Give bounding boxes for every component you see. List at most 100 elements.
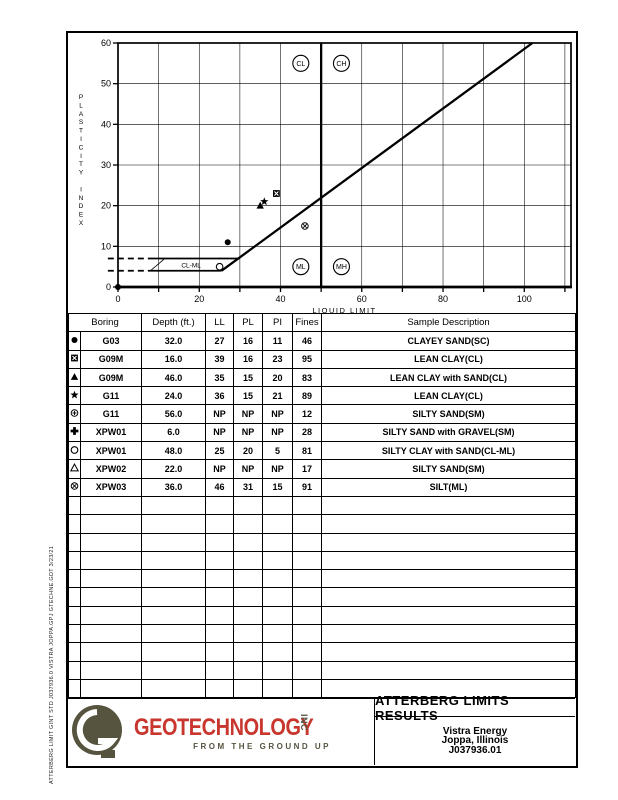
cell-pl: NP bbox=[233, 404, 263, 424]
cell-depth: 56.0 bbox=[141, 404, 206, 424]
cell-boring: G09M bbox=[80, 349, 142, 369]
cell-depth: 6.0 bbox=[141, 422, 206, 443]
svg-text:C: C bbox=[79, 144, 84, 151]
file-stamp-text: ATTERBERG LIMIT GINT STD J037936.0 VISTR… bbox=[49, 545, 55, 784]
cell-ll: NP bbox=[205, 422, 234, 443]
cell-fines: 83 bbox=[292, 367, 322, 388]
symbol-cell bbox=[68, 477, 81, 497]
results-table: Boring Depth (ft.) LL PL PI Fines Sample Descr… bbox=[68, 312, 576, 699]
svg-text:0: 0 bbox=[115, 294, 120, 304]
table-header-row: Boring Depth (ft.) LL PL PI Fines Sample Descr… bbox=[68, 312, 576, 333]
svg-text:80: 80 bbox=[438, 294, 448, 304]
cell-description: LEAN CLAY(CL) bbox=[321, 386, 576, 406]
cell-pl: 15 bbox=[233, 367, 263, 388]
cell-boring: XPW03 bbox=[80, 477, 142, 497]
cell-fines: 28 bbox=[292, 422, 322, 443]
x-axis-label: LIQUID LIMIT bbox=[312, 306, 376, 313]
svg-text:A: A bbox=[79, 111, 84, 118]
svg-text:60: 60 bbox=[101, 38, 111, 48]
project-number: J037936.01 bbox=[448, 744, 502, 756]
svg-text:CH: CH bbox=[336, 61, 346, 68]
cell-fines: 95 bbox=[292, 349, 322, 369]
cell-ll: 27 bbox=[205, 331, 234, 351]
cell-boring: G09M bbox=[80, 367, 142, 388]
a-line bbox=[220, 42, 534, 272]
plasticity-chart: 0 20 40 60 80 100 0 10 20 30 40 50 60 LIQUID LIMIT P L A… bbox=[68, 33, 575, 315]
symbol-cell bbox=[68, 441, 81, 461]
cell-pi: 23 bbox=[262, 349, 293, 369]
cell-pl: 16 bbox=[233, 349, 263, 369]
cell-pi: 21 bbox=[262, 386, 293, 406]
title-cell: ATTERBERG LIMITS RESULTS Vistra Energy J… bbox=[375, 693, 575, 765]
cell-pl: NP bbox=[233, 459, 263, 479]
client-name: Vistra Energy bbox=[442, 725, 508, 737]
cell-pl: 15 bbox=[233, 386, 263, 406]
empty-row bbox=[68, 642, 576, 662]
cell-pi: 5 bbox=[262, 441, 293, 461]
cell-pi: NP bbox=[262, 404, 293, 424]
svg-text:T: T bbox=[79, 161, 83, 168]
table-row: G09M 16.0 39 16 23 95 LEAN CLAY(CL) bbox=[68, 349, 576, 369]
cell-pl: NP bbox=[233, 422, 263, 443]
cell-description: SILTY SAND with GRAVEL(SM) bbox=[321, 422, 576, 443]
header-3: PI bbox=[262, 312, 293, 333]
empty-row bbox=[68, 678, 576, 699]
project-location: Joppa, Illinois bbox=[441, 735, 509, 747]
cell-fines: 91 bbox=[292, 477, 322, 497]
zone-labels: CL CH ML MH bbox=[292, 54, 351, 276]
empty-row bbox=[68, 532, 576, 552]
header-0: Depth (ft.) bbox=[141, 312, 206, 333]
open-triangle-symbol bbox=[69, 463, 80, 472]
svg-text:MH: MH bbox=[336, 264, 347, 271]
cell-fines: 12 bbox=[292, 404, 322, 424]
cell-description: SILTY CLAY with SAND(CL-ML) bbox=[321, 441, 576, 461]
logo-inc-text: INC bbox=[299, 714, 309, 731]
y-ticks bbox=[113, 42, 118, 288]
cell-fines: 46 bbox=[292, 331, 322, 351]
symbol-cell bbox=[68, 349, 81, 369]
svg-text:I: I bbox=[80, 153, 82, 160]
cell-pl: 16 bbox=[233, 331, 263, 351]
cell-pi: 15 bbox=[262, 477, 293, 497]
cell-boring: XPW02 bbox=[80, 459, 142, 479]
svg-text:I: I bbox=[80, 186, 82, 193]
open-circle-symbol bbox=[215, 262, 224, 271]
table-row: G11 24.0 36 15 21 89 LEAN CLAY(CL) bbox=[68, 386, 576, 406]
project-info: Vistra Energy Joppa, Illinois J037936.01 bbox=[375, 717, 575, 765]
cell-pi: 11 bbox=[262, 331, 293, 351]
svg-text:10: 10 bbox=[101, 241, 111, 251]
cell-description: SILT(ML) bbox=[321, 477, 576, 497]
empty-row bbox=[68, 495, 576, 516]
filled-circle-symbol bbox=[71, 336, 78, 343]
cell-description: SILTY SAND(SM) bbox=[321, 404, 576, 424]
cell-depth: 48.0 bbox=[141, 441, 206, 461]
table-row: XPW01 48.0 25 20 5 81 SILTY CLAY with SAND(CL-… bbox=[68, 441, 576, 461]
logo-wordmark: GEOTECHNOLOGY bbox=[134, 714, 314, 741]
cell-pl: 31 bbox=[233, 477, 263, 497]
empty-row bbox=[68, 550, 576, 571]
svg-text:P: P bbox=[79, 94, 83, 101]
symbol-cell bbox=[68, 386, 81, 406]
table-row: XPW01 6.0 NP NP NP 28 SILTY SAND with GRAVEL(S… bbox=[68, 422, 576, 443]
svg-text:20: 20 bbox=[194, 294, 204, 304]
svg-text:100: 100 bbox=[517, 294, 532, 304]
cell-pl: 20 bbox=[233, 441, 263, 461]
svg-text:50: 50 bbox=[101, 79, 111, 89]
svg-text:60: 60 bbox=[357, 294, 367, 304]
svg-text:ML: ML bbox=[296, 264, 306, 271]
symbol-cell bbox=[68, 331, 81, 351]
open-circle-symbol bbox=[70, 445, 79, 454]
circle-x-symbol bbox=[70, 482, 79, 491]
svg-text:0: 0 bbox=[106, 282, 111, 292]
cell-description: LEAN CLAY(CL) bbox=[321, 349, 576, 369]
cl-ml-label: CL-ML bbox=[181, 262, 201, 269]
cell-fines: 17 bbox=[292, 459, 322, 479]
cell-ll: 36 bbox=[205, 386, 234, 406]
circle-plus-symbol bbox=[70, 409, 79, 417]
cell-fines: 81 bbox=[292, 441, 322, 461]
geotechnology-logo-icon bbox=[72, 705, 122, 758]
x-tick-labels: 0 20 40 60 80 100 bbox=[115, 294, 531, 304]
sheet-border: 0 20 40 60 80 100 0 10 20 30 40 50 60 LIQUID LIMIT P L A… bbox=[66, 31, 578, 768]
filled-triangle-symbol bbox=[256, 201, 264, 209]
